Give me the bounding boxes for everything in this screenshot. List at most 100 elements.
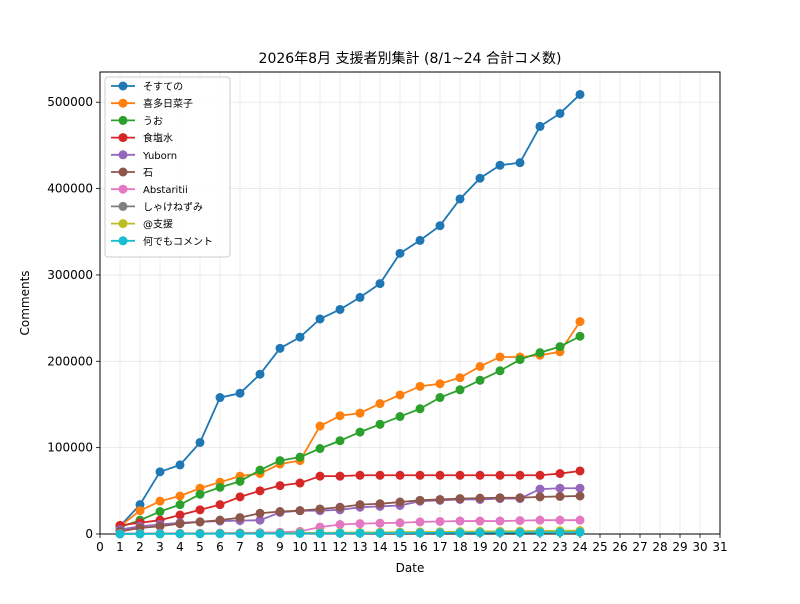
data-point bbox=[555, 108, 565, 118]
legend-label: 食塩水 bbox=[143, 132, 173, 145]
data-point bbox=[295, 332, 305, 342]
data-point bbox=[195, 517, 205, 527]
data-point bbox=[375, 419, 385, 429]
y-tick-label: 400000 bbox=[47, 182, 93, 196]
data-point bbox=[355, 408, 365, 418]
data-point bbox=[515, 470, 525, 480]
y-axis-label: Comments bbox=[18, 270, 32, 335]
data-point bbox=[555, 491, 565, 501]
data-point bbox=[235, 388, 245, 398]
data-point bbox=[315, 444, 325, 454]
data-point bbox=[195, 437, 205, 447]
legend-item: 食塩水 bbox=[111, 132, 173, 145]
data-point bbox=[535, 492, 545, 502]
data-point bbox=[395, 528, 405, 538]
data-point bbox=[175, 519, 185, 529]
x-tick-label: 4 bbox=[176, 540, 184, 554]
legend-item: しゃけねずみ bbox=[111, 201, 203, 213]
legend-marker bbox=[118, 150, 128, 160]
x-tick-label: 14 bbox=[372, 540, 387, 554]
y-tick-label: 300000 bbox=[47, 268, 93, 282]
x-tick-label: 1 bbox=[116, 540, 124, 554]
data-point bbox=[495, 470, 505, 480]
x-tick-label: 24 bbox=[572, 540, 587, 554]
data-point bbox=[495, 493, 505, 503]
data-point bbox=[215, 515, 225, 525]
data-point bbox=[555, 483, 565, 493]
data-point bbox=[335, 411, 345, 421]
y-tick-label: 500000 bbox=[47, 95, 93, 109]
data-point bbox=[115, 529, 125, 539]
x-tick-label: 6 bbox=[216, 540, 224, 554]
y-tick-label: 200000 bbox=[47, 354, 93, 368]
data-point bbox=[355, 519, 365, 529]
x-tick-label: 31 bbox=[712, 540, 727, 554]
data-point bbox=[335, 471, 345, 481]
data-point bbox=[515, 516, 525, 526]
legend-label: 何でもコメント bbox=[143, 235, 213, 248]
data-point bbox=[155, 529, 165, 539]
data-point bbox=[495, 352, 505, 362]
legend-label: @支援 bbox=[143, 218, 173, 231]
data-point bbox=[555, 469, 565, 479]
x-tick-label: 8 bbox=[256, 540, 264, 554]
data-point bbox=[355, 528, 365, 538]
data-point bbox=[375, 528, 385, 538]
data-point bbox=[215, 482, 225, 492]
data-point bbox=[215, 529, 225, 539]
data-point bbox=[155, 467, 165, 477]
data-point bbox=[295, 478, 305, 488]
data-point bbox=[195, 505, 205, 515]
data-point bbox=[535, 470, 545, 480]
data-point bbox=[255, 508, 265, 518]
legend-marker bbox=[118, 236, 128, 246]
data-point bbox=[475, 493, 485, 503]
data-point bbox=[175, 500, 185, 510]
data-point bbox=[315, 471, 325, 481]
series-1 bbox=[115, 317, 585, 531]
legend-marker bbox=[118, 115, 128, 125]
x-tick-label: 20 bbox=[492, 540, 507, 554]
x-tick-label: 29 bbox=[672, 540, 687, 554]
legend-marker bbox=[118, 81, 128, 91]
legend-marker bbox=[118, 167, 128, 177]
data-point bbox=[535, 527, 545, 537]
x-tick-label: 21 bbox=[512, 540, 527, 554]
legend-marker bbox=[118, 184, 128, 194]
data-point bbox=[335, 436, 345, 446]
chart-title: 2026年8月 支援者別集計 (8/1~24 合計コメ数) bbox=[259, 50, 562, 67]
data-point bbox=[255, 529, 265, 539]
data-point bbox=[435, 528, 445, 538]
data-point bbox=[515, 493, 525, 503]
legend-marker bbox=[118, 201, 128, 211]
data-point bbox=[375, 499, 385, 509]
data-point bbox=[535, 515, 545, 525]
data-point bbox=[175, 491, 185, 501]
data-point bbox=[495, 366, 505, 376]
data-point bbox=[535, 121, 545, 131]
legend-marker bbox=[118, 133, 128, 143]
x-tick-label: 19 bbox=[472, 540, 487, 554]
legend-item: 何でもコメント bbox=[111, 235, 213, 248]
data-point bbox=[535, 348, 545, 358]
data-point bbox=[555, 515, 565, 525]
data-point bbox=[355, 427, 365, 437]
x-tick-label: 10 bbox=[292, 540, 307, 554]
data-point bbox=[515, 528, 525, 538]
data-point bbox=[455, 373, 465, 383]
data-point bbox=[315, 314, 325, 324]
data-point bbox=[475, 173, 485, 183]
legend-box bbox=[104, 76, 231, 258]
series-5 bbox=[115, 491, 585, 536]
data-point bbox=[155, 521, 165, 531]
data-point bbox=[575, 89, 585, 99]
x-axis-label: Date bbox=[396, 561, 425, 575]
data-point bbox=[475, 470, 485, 480]
legend-label: うお bbox=[143, 115, 163, 127]
series-9 bbox=[115, 527, 585, 539]
legend-label: 喜多日菜子 bbox=[143, 97, 193, 110]
data-point bbox=[315, 528, 325, 538]
x-tick-label: 17 bbox=[432, 540, 447, 554]
data-point bbox=[495, 516, 505, 526]
